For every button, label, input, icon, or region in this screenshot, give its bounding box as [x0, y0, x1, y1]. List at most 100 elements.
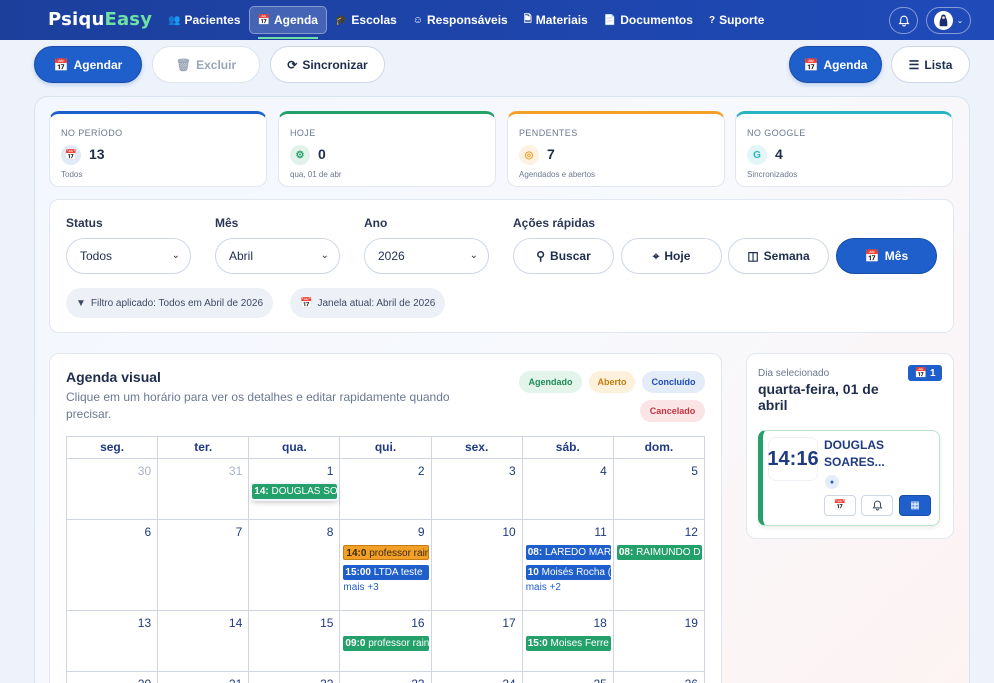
calendar-icon: 📅: [257, 14, 270, 26]
chevron-down-icon: ⌄: [320, 250, 329, 261]
calendar-day[interactable]: 4: [522, 459, 614, 520]
calendar-icon: 📅: [300, 297, 313, 309]
question-icon: ?: [708, 14, 716, 26]
day-number: 3: [509, 464, 516, 478]
appointment-calendar-button[interactable]: 📅: [824, 495, 856, 516]
stat-card-1: HOJE ⚙ 0 qua, 01 de abr: [278, 111, 496, 187]
agendar-button[interactable]: 📅 Agendar: [34, 46, 142, 83]
stat-value: 4: [775, 146, 783, 162]
calendar-day[interactable]: 23: [340, 672, 432, 683]
event-title: professor rain: [369, 548, 429, 559]
calendar-day[interactable]: 1 14: DOUGLAS SO: [249, 459, 341, 520]
calendar-icon: 📅: [864, 249, 880, 263]
calendar-day[interactable]: 14: [158, 611, 250, 672]
calendar-day[interactable]: 7: [158, 520, 250, 611]
sincronizar-button[interactable]: ⟳ Sincronizar: [270, 46, 385, 83]
calendar-day[interactable]: 8: [249, 520, 341, 611]
stat-label: PENDENTES: [519, 128, 578, 138]
calendar-day[interactable]: 25: [523, 672, 614, 683]
day-number: 10: [502, 525, 516, 539]
calendar-week: 20 21 22 23 24 25 26: [67, 672, 705, 683]
day-number: 20: [138, 677, 151, 683]
calendar-day[interactable]: 31: [158, 459, 250, 520]
nav-item-documentos[interactable]: 📄 Documentos: [603, 13, 693, 27]
event-time: 15:0: [527, 638, 548, 649]
calendar-day[interactable]: 26: [614, 672, 705, 683]
sun-icon: ⚙: [290, 145, 310, 165]
calendar-event[interactable]: 08: LAREDO MAR: [525, 545, 611, 560]
event-title: LAREDO MAR: [544, 547, 611, 558]
stat-label: HOJE: [290, 128, 316, 138]
app-logo[interactable]: PsiquEasy: [48, 9, 153, 30]
notifications-button[interactable]: [889, 7, 918, 34]
calendar-day[interactable]: 13: [67, 611, 159, 672]
calendar-event[interactable]: 15:0 Moises Ferre: [525, 636, 611, 651]
nav-item-escolas[interactable]: 🎓 Escolas: [334, 13, 397, 27]
calendar-day[interactable]: 10: [431, 520, 523, 611]
calendar-day[interactable]: 3: [431, 459, 523, 520]
stat-card-0: NO PERÍODO 📅 13 Todos: [49, 111, 267, 187]
day-number: 17: [502, 616, 516, 630]
appointment-details-button[interactable]: ▦: [899, 495, 931, 516]
calendar-day[interactable]: 5: [613, 459, 705, 520]
calendar-day[interactable]: 24: [432, 672, 523, 683]
calendar-event[interactable]: 09:0 professor rain: [343, 636, 429, 651]
calendar-day[interactable]: 19: [613, 611, 705, 672]
view-lista-button[interactable]: ☰ Lista: [891, 46, 970, 83]
mes-button[interactable]: 📅 Mês: [836, 238, 937, 274]
calendar-event[interactable]: 10 Moisés Rocha (: [525, 565, 611, 580]
calendar-day[interactable]: 9 14:0 professor rain 15:00 LTDA teste mais…: [340, 520, 432, 611]
calendar-day[interactable]: 21: [158, 672, 250, 683]
user-menu-button[interactable]: ⌄: [926, 7, 971, 34]
calendar-event[interactable]: 14: DOUGLAS SO: [250, 482, 340, 501]
calendar-week: 30 31 1 14: DOUGLAS SO 2 3 4 5: [67, 459, 705, 520]
day-number: 8: [326, 525, 334, 539]
calendar-day[interactable]: 15: [249, 611, 341, 672]
semana-button[interactable]: ◫ Semana: [728, 238, 829, 274]
day-number: 1: [326, 464, 334, 478]
day-number: 22: [320, 677, 333, 683]
stat-sub: qua, 01 de abr: [290, 170, 342, 179]
calendar-day[interactable]: 16 09:0 professor rain: [340, 611, 432, 672]
calendar-day[interactable]: 6: [67, 520, 159, 611]
event-title: LTDA teste: [373, 567, 423, 578]
ano-label: Ano: [364, 216, 388, 230]
calendar-day[interactable]: 20: [67, 672, 159, 683]
calendar-day[interactable]: 22: [249, 672, 341, 683]
more-events-link[interactable]: mais +2: [525, 582, 561, 593]
nav-item-responsaveis[interactable]: ☺ Responsáveis: [412, 13, 508, 27]
nav-item-agenda[interactable]: 📅 Agenda: [248, 6, 327, 34]
window-chip: 📅 Janela atual: Abril de 2026: [290, 288, 446, 318]
day-number: 4: [600, 464, 607, 478]
graduation-cap-icon: 🎓: [334, 14, 348, 26]
status-select[interactable]: Todos ⌄: [66, 238, 191, 274]
calendar-event[interactable]: 08: RAIMUNDO D: [616, 545, 702, 560]
buscar-button[interactable]: ⚲ Buscar: [513, 238, 614, 274]
nav-item-pacientes[interactable]: 👥 Pacientes: [168, 13, 241, 27]
calendar-event[interactable]: 15:00 LTDA teste: [343, 565, 429, 580]
chevron-down-icon: ⌄: [171, 250, 180, 261]
day-number: 25: [593, 677, 606, 683]
legend-aberto: Aberto: [589, 371, 635, 393]
calendar-event[interactable]: 14:0 professor rain: [343, 545, 429, 560]
calendar-day[interactable]: 30: [67, 459, 159, 520]
appointment-notify-button[interactable]: [861, 495, 893, 516]
calendar-day[interactable]: 18 15:0 Moises Ferre: [522, 611, 614, 672]
avatar: [933, 11, 953, 30]
excluir-button[interactable]: 🗑 Excluir: [152, 46, 260, 83]
calendar-day[interactable]: 12 08: RAIMUNDO D: [613, 520, 705, 611]
calendar-day[interactable]: 2: [340, 459, 432, 520]
event-time: 09:0: [345, 638, 366, 649]
calendar-day[interactable]: 11 08: LAREDO MAR 10 Moisés Rocha (mais +2: [522, 520, 614, 611]
more-events-link[interactable]: mais +3: [343, 582, 379, 593]
weekday-header: seg.: [67, 437, 159, 459]
nav-item-suporte[interactable]: ? Suporte: [708, 13, 765, 27]
ano-select[interactable]: 2026 ⌄: [364, 238, 489, 274]
nav-item-materiais[interactable]: 🗎 Materiais: [523, 13, 588, 27]
calendar-title: Agenda visual: [66, 369, 161, 385]
sync-icon: ⟳: [287, 57, 298, 72]
calendar-day[interactable]: 17: [431, 611, 523, 672]
hoje-button[interactable]: ⌖ Hoje: [621, 238, 722, 274]
view-agenda-button[interactable]: 📅 Agenda: [789, 46, 882, 83]
mes-select[interactable]: Abril ⌄: [215, 238, 340, 274]
